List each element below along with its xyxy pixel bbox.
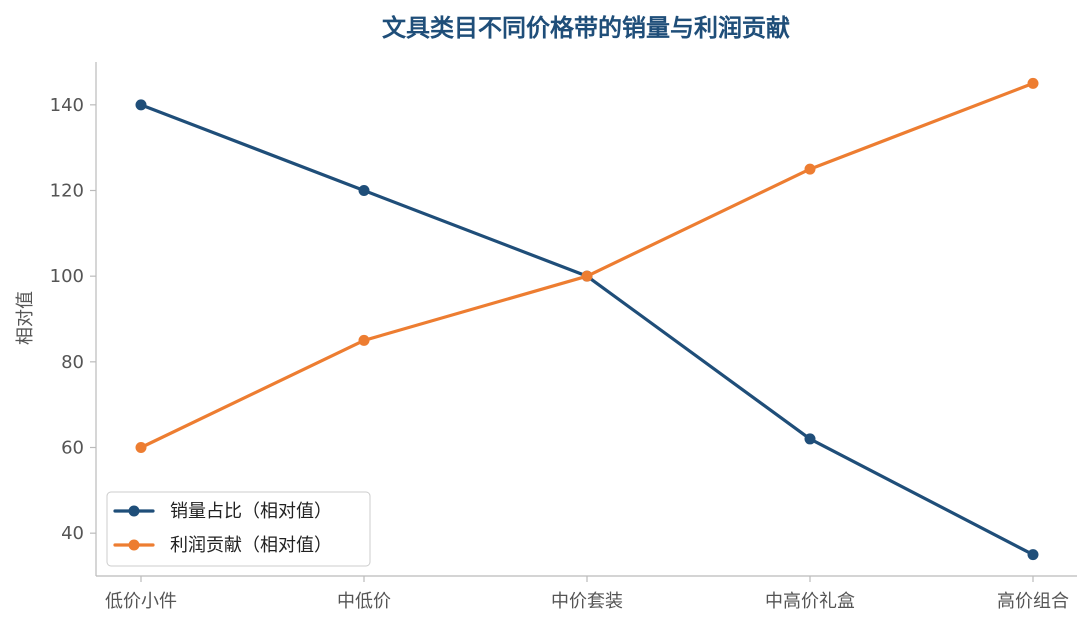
data-point	[135, 99, 147, 111]
series-layer	[135, 77, 1039, 561]
y-tick-label: 40	[61, 523, 84, 544]
chart-title: 文具类目不同价格带的销量与利润贡献	[382, 14, 790, 42]
data-point	[1027, 549, 1039, 561]
y-tick-label: 80	[61, 352, 84, 373]
legend-marker	[128, 539, 140, 551]
y-axis-label: 相对值	[15, 291, 36, 345]
data-point	[358, 185, 370, 196]
legend-item[interactable]: 销量占比（相对值）	[113, 501, 332, 522]
y-tick-label: 140	[50, 95, 84, 116]
legend[interactable]: 销量占比（相对值） 利润贡献（相对值）	[106, 491, 371, 567]
x-tick-label: 中高价礼盒	[765, 591, 855, 612]
data-point	[135, 442, 147, 453]
legend-box	[106, 491, 371, 567]
x-tick-label: 中低价	[337, 591, 391, 612]
data-point	[804, 433, 816, 445]
series-line	[139, 103, 1035, 557]
x-tick-label: 低价小件	[105, 591, 177, 612]
series-0	[135, 99, 1039, 561]
data-point	[358, 334, 370, 346]
x-tick-label: 高价组合	[997, 591, 1069, 612]
series-1	[135, 77, 1039, 453]
y-tick-label: 100	[50, 266, 84, 287]
x-tick-label: 中价套装	[551, 591, 623, 612]
data-point	[804, 163, 816, 175]
legend-marker	[128, 505, 140, 517]
legend-label: 销量占比（相对值）	[170, 501, 332, 522]
axes: 40 60 80 100 120 140 低价小件 中低价 中价套装 中高价礼盒 高价组合	[50, 62, 1077, 612]
data-point	[581, 270, 593, 282]
data-point	[1027, 77, 1039, 89]
series-line	[139, 81, 1035, 450]
y-tick-label: 60	[61, 438, 84, 459]
legend-item[interactable]: 利润贡献（相对值）	[113, 535, 332, 556]
legend-label: 利润贡献（相对值）	[170, 535, 332, 556]
y-tick-label: 120	[50, 181, 84, 202]
